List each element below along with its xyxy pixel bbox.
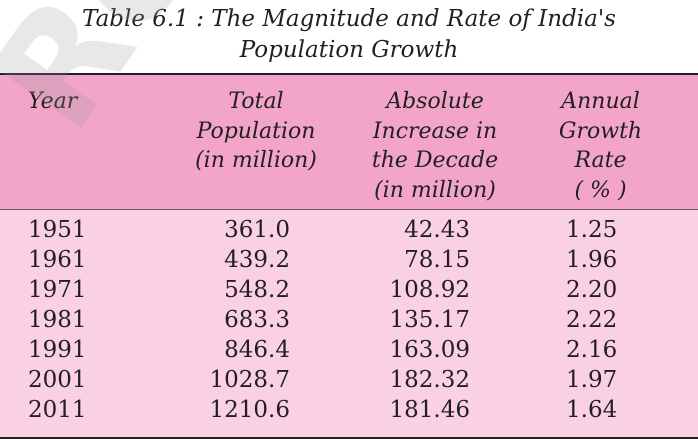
cell-total-population: 1028.7 xyxy=(209,367,290,393)
table-row: 1951 361.0 42.43 1.25 xyxy=(0,215,698,245)
cell-growth-rate: 1.97 xyxy=(566,367,618,393)
table-row: 2011 1210.6 181.46 1.64 xyxy=(0,395,698,425)
cell-absolute-increase: 135.17 xyxy=(389,307,470,333)
cell-year: 1961 xyxy=(28,247,87,273)
cell-growth-rate: 2.16 xyxy=(566,337,618,363)
cell-growth-rate: 1.96 xyxy=(566,247,618,273)
cell-absolute-increase: 78.15 xyxy=(404,247,470,273)
cell-year: 1951 xyxy=(28,217,87,243)
cell-total-population: 1210.6 xyxy=(209,397,290,423)
header-annual-growth-rate: Annual Growth Rate ( % ) xyxy=(558,89,643,203)
cell-growth-rate: 1.25 xyxy=(566,217,618,243)
cell-total-population: 846.4 xyxy=(224,337,290,363)
header-total-population: Total Population (in million) xyxy=(195,89,317,173)
population-table: Year Total Population (in million) Absol… xyxy=(0,73,698,439)
cell-total-population: 683.3 xyxy=(224,307,290,333)
table-body: 1951 361.0 42.43 1.25 1961 439.2 78.15 1… xyxy=(0,210,698,439)
cell-year: 2011 xyxy=(28,397,87,423)
table-header: Year Total Population (in million) Absol… xyxy=(0,75,698,210)
table-row: 1991 846.4 163.09 2.16 xyxy=(0,335,698,365)
caption-line-2: Population Growth xyxy=(239,37,459,63)
cell-total-population: 439.2 xyxy=(224,247,290,273)
table-row: 2001 1028.7 182.32 1.97 xyxy=(0,365,698,395)
cell-absolute-increase: 182.32 xyxy=(389,367,470,393)
caption-line-1: Table 6.1 : The Magnitude and Rate of In… xyxy=(82,6,616,32)
header-year: Year xyxy=(28,89,78,114)
cell-absolute-increase: 181.46 xyxy=(389,397,470,423)
cell-total-population: 548.2 xyxy=(224,277,290,303)
cell-year: 1991 xyxy=(28,337,87,363)
table-caption: Table 6.1 : The Magnitude and Rate of In… xyxy=(0,4,698,66)
table-row: 1971 548.2 108.92 2.20 xyxy=(0,275,698,305)
cell-absolute-increase: 108.92 xyxy=(389,277,470,303)
table-row: 1981 683.3 135.17 2.22 xyxy=(0,305,698,335)
cell-year: 1971 xyxy=(28,277,87,303)
cell-total-population: 361.0 xyxy=(224,217,290,243)
table-row: 1961 439.2 78.15 1.96 xyxy=(0,245,698,275)
header-absolute-increase: Absolute Increase in the Decade (in mill… xyxy=(371,89,499,203)
cell-absolute-increase: 163.09 xyxy=(389,337,470,363)
cell-growth-rate: 1.64 xyxy=(566,397,618,423)
cell-year: 2001 xyxy=(28,367,87,393)
cell-growth-rate: 2.20 xyxy=(566,277,618,303)
cell-growth-rate: 2.22 xyxy=(566,307,618,333)
cell-absolute-increase: 42.43 xyxy=(404,217,470,243)
cell-year: 1981 xyxy=(28,307,87,333)
